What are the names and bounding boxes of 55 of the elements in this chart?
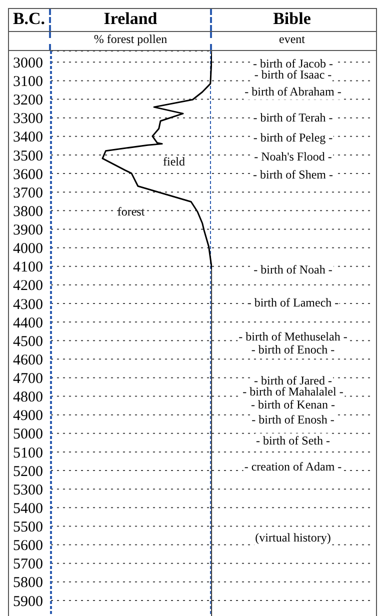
text: - birth of Seth - [256, 434, 330, 448]
text: - birth of Peleg - [253, 130, 333, 144]
text: - birth of Mahalalel - [242, 384, 344, 398]
y-tick-label: 5700 [13, 556, 43, 573]
y-tick-label: 4300 [13, 296, 43, 313]
y-tick-label: 3400 [13, 130, 43, 146]
y-tick-label: 4700 [13, 371, 43, 388]
y-tick-label: 5900 [13, 594, 43, 610]
annotation: forest [117, 204, 145, 218]
y-tick-label: 3200 [13, 92, 43, 109]
y-tick-label: 5600 [13, 538, 43, 554]
y-tick-label: 3800 [13, 204, 43, 220]
y-tick-label: 3500 [13, 148, 43, 164]
y-tick-label: 3100 [13, 74, 43, 90]
y-tick-label: 4200 [13, 278, 43, 294]
text: event [279, 32, 305, 46]
y-tick-label: 4800 [13, 390, 43, 406]
y-tick-label: 4500 [13, 334, 43, 350]
y-tick-label: 3300 [13, 111, 43, 128]
y-tick-label: 3000 [13, 55, 43, 72]
y-tick-label: 5100 [13, 445, 43, 462]
text: - birth of Kenan - [251, 398, 335, 412]
y-tick-label: 4900 [13, 408, 43, 424]
text: - birth of Isaac - [254, 68, 332, 82]
y-tick-label: 5200 [13, 464, 43, 480]
annotation: field [163, 154, 185, 168]
text: - birth of Enoch - [251, 342, 335, 356]
text: - birth of Abraham - [244, 84, 342, 98]
text: (virtual history) [255, 530, 331, 544]
text: - birth of Terah - [253, 110, 333, 124]
chart-title: Ireland [104, 9, 158, 28]
y-axis-title: B.C. [12, 9, 46, 28]
text: - Noah's Flood - [254, 150, 332, 164]
text: - birth of Noah - [254, 262, 332, 276]
y-tick-label: 4600 [13, 352, 43, 368]
text: - birth of Methuselah - [238, 330, 348, 344]
x-axis-title: % forest pollen [94, 32, 168, 46]
y-tick-label: 4400 [13, 315, 43, 332]
y-tick-label: 5500 [13, 520, 43, 536]
y-tick-label: 3600 [13, 166, 43, 183]
text: - birth of Lamech - [247, 296, 339, 310]
text: - birth of Enosh - [252, 412, 334, 426]
text: - creation of Adam - [244, 460, 342, 474]
y-tick-label: 3700 [13, 185, 43, 202]
y-tick-label: 5400 [13, 500, 43, 517]
text: - birth of Jacob - [253, 56, 333, 70]
text: - birth of Shem - [253, 168, 333, 182]
text: - birth of Jared - [254, 374, 332, 388]
y-tick-label: 5000 [13, 426, 43, 443]
y-tick-label: 3900 [13, 222, 43, 239]
text: Bible [273, 9, 311, 28]
y-tick-label: 5300 [13, 482, 43, 498]
y-tick-label: 4000 [13, 241, 43, 258]
y-tick-label: 5800 [13, 575, 43, 592]
y-tick-label: 4100 [13, 260, 43, 276]
